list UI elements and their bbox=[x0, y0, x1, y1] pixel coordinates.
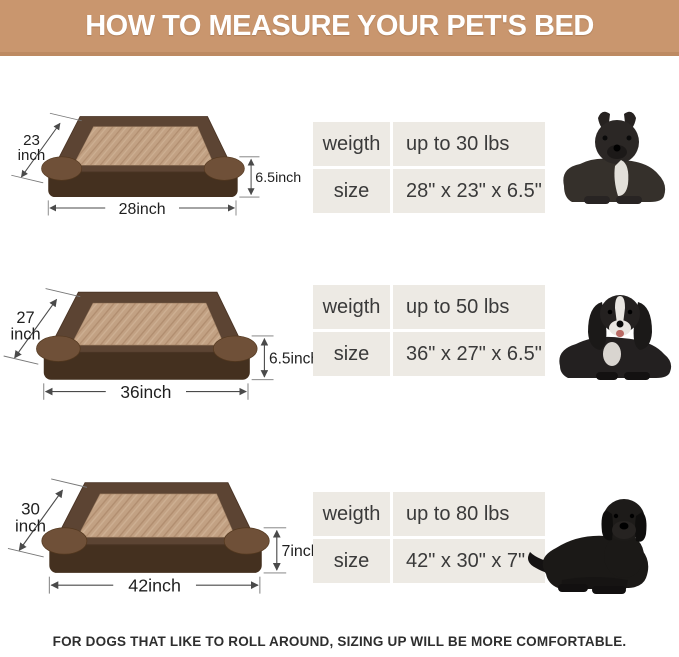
dog-nose bbox=[613, 144, 621, 152]
bed-cushion bbox=[77, 493, 236, 538]
dog-chest bbox=[604, 534, 644, 578]
page-title: HOW TO MEASURE YOUR PET'S BED bbox=[85, 9, 594, 42]
weight-label: weigth bbox=[313, 285, 390, 329]
bed-cushion bbox=[72, 126, 215, 166]
bed-base bbox=[43, 348, 250, 380]
size-value: 42" x 30" x 7" bbox=[393, 539, 545, 583]
width-dimension: 42inch bbox=[48, 573, 261, 596]
weight-value: up to 80 lbs bbox=[393, 492, 545, 536]
dog-paw bbox=[616, 196, 642, 204]
depth-value-label: 30 bbox=[21, 500, 40, 519]
dog-paw bbox=[596, 372, 618, 380]
bed-arm-left bbox=[41, 156, 83, 181]
dog-blaze bbox=[615, 296, 625, 326]
bed-arm-right bbox=[203, 156, 245, 181]
bed-diagram-large: 30 inch 42inch 7inch bbox=[7, 478, 320, 596]
size-value: 36" x 27" x 6.5" bbox=[393, 332, 545, 376]
dog-chest-patch bbox=[614, 160, 629, 196]
depth-unit-label: inch bbox=[18, 147, 46, 164]
width-label: 36inch bbox=[120, 382, 171, 402]
size-label: size bbox=[313, 169, 390, 213]
dog-photo-cocker-spaniel bbox=[559, 295, 672, 380]
height-label: 6.5inch bbox=[269, 350, 319, 367]
dog-paw bbox=[624, 372, 650, 380]
depth-value-label: 23 bbox=[23, 132, 40, 149]
size-label: size bbox=[313, 332, 390, 376]
dog-paw bbox=[584, 196, 610, 204]
height-dimension: 6.5inch bbox=[251, 335, 319, 381]
dog-ear-icon bbox=[635, 512, 647, 542]
dog-eye bbox=[613, 513, 619, 519]
bed-arm-left bbox=[41, 527, 88, 555]
weight-label: weigth bbox=[313, 492, 390, 536]
bed-illustration bbox=[36, 291, 258, 380]
bed-arm-right bbox=[212, 335, 258, 362]
dog-chest-patch bbox=[603, 342, 621, 366]
bed-base bbox=[49, 540, 262, 573]
height-dimension: 7inch bbox=[263, 527, 320, 574]
bed-arm-left bbox=[36, 335, 81, 362]
bed-illustration bbox=[41, 482, 270, 573]
dog-nose bbox=[619, 522, 629, 530]
depth-unit-label: inch bbox=[15, 517, 46, 536]
bed-cushion bbox=[70, 302, 225, 346]
dog-eye bbox=[629, 513, 635, 519]
height-dimension: 6.5inch bbox=[239, 156, 301, 198]
weight-value: up to 50 lbs bbox=[393, 285, 545, 329]
bed-base bbox=[48, 168, 238, 198]
depth-value-label: 27 bbox=[16, 309, 34, 327]
size-label: size bbox=[313, 539, 390, 583]
title-banner: HOW TO MEASURE YOUR PET'S BED bbox=[0, 0, 679, 56]
weight-label: weigth bbox=[313, 122, 390, 166]
dog-paw bbox=[592, 586, 626, 594]
width-label: 28inch bbox=[119, 201, 166, 218]
size-value: 28" x 23" x 6.5" bbox=[393, 169, 545, 213]
dog-nose bbox=[616, 320, 624, 328]
bed-diagram-small: 23 inch 28inch 6.5inch bbox=[11, 112, 301, 218]
bed-diagram-medium: 27 inch 36inch 6.5inch bbox=[3, 288, 319, 402]
dog-paw bbox=[558, 584, 588, 592]
spec-table-medium: weigth up to 50 lbs size 36" x 27" x 6.5… bbox=[313, 285, 545, 376]
dog-eye bbox=[607, 309, 613, 315]
height-label: 6.5inch bbox=[255, 170, 301, 186]
dog-photo-black-labrador bbox=[528, 499, 649, 594]
dog-muzzle bbox=[609, 320, 631, 336]
bed-illustration bbox=[41, 116, 245, 198]
depth-dimension: 23 inch bbox=[11, 112, 82, 184]
width-dimension: 36inch bbox=[43, 380, 249, 402]
dog-head bbox=[595, 120, 639, 164]
width-dimension: 28inch bbox=[47, 197, 237, 218]
depth-unit-label: inch bbox=[10, 326, 40, 344]
dog-muzzle bbox=[612, 521, 636, 539]
bed-arm-right bbox=[223, 527, 270, 555]
dog-ear-icon bbox=[601, 510, 613, 541]
spec-table-large: weigth up to 80 lbs size 42" x 30" x 7" bbox=[313, 492, 545, 583]
dog-body bbox=[563, 158, 666, 202]
dog-muzzle bbox=[607, 145, 627, 159]
weight-value: up to 30 lbs bbox=[393, 122, 545, 166]
height-label: 7inch bbox=[282, 543, 320, 560]
depth-dimension: 30 inch bbox=[7, 478, 88, 558]
dog-eye bbox=[602, 135, 608, 141]
dog-tongue bbox=[616, 330, 624, 337]
dog-eye bbox=[626, 135, 632, 141]
depth-dimension: 27 inch bbox=[3, 288, 81, 365]
width-label: 42inch bbox=[128, 576, 181, 596]
spec-table-small: weigth up to 30 lbs size 28" x 23" x 6.5… bbox=[313, 122, 545, 213]
dog-photo-french-bulldog bbox=[563, 111, 666, 204]
footer-note: FOR DOGS THAT LIKE TO ROLL AROUND, SIZIN… bbox=[52, 634, 627, 649]
dog-eye bbox=[627, 309, 633, 315]
